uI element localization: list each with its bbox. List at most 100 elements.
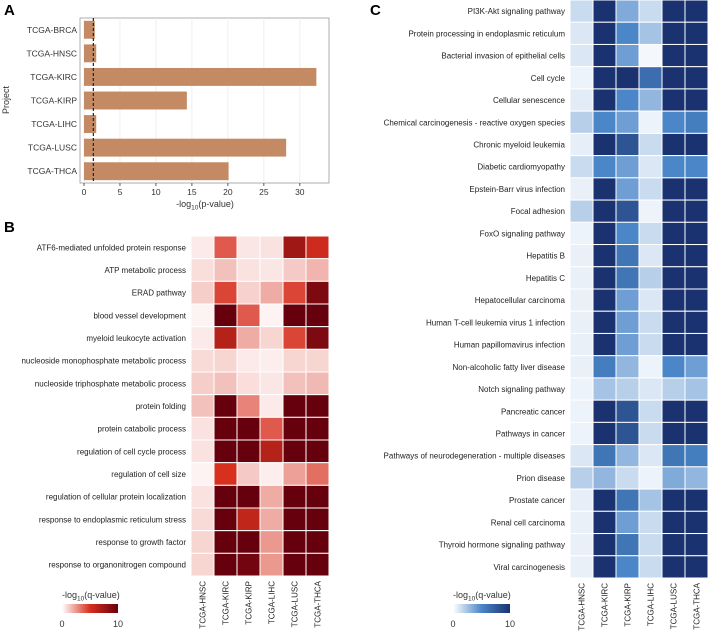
heatmap-cell [661, 488, 686, 512]
heatmap-cell [592, 21, 617, 45]
heatmap-cell [592, 132, 617, 157]
heatmap-cell [661, 199, 686, 223]
heatmap-cell [190, 507, 215, 532]
heatmap-cell [661, 555, 686, 579]
heatmap-cell [282, 394, 307, 418]
heatmap-cell [190, 235, 215, 260]
heatmap-cell [592, 0, 617, 23]
heatmap-cell [259, 326, 284, 350]
heatmap-cell [569, 43, 594, 68]
heatmap-cell [569, 399, 594, 423]
heatmap-cell [569, 266, 594, 290]
heatmap-cell [638, 555, 663, 579]
heatmap-cell [190, 371, 215, 396]
heatmap-cell [282, 348, 307, 373]
heatmap-cell [592, 310, 617, 334]
heatmap-cell [661, 221, 686, 246]
row-label: nucleoside monophosphate metabolic proce… [21, 357, 186, 366]
heatmap-cell [569, 110, 594, 134]
column-label: TCGA-LIHC [647, 583, 656, 626]
heatmap-cell [259, 484, 284, 509]
heatmap-cell [569, 155, 594, 179]
legend-title-rest-b: (q-value) [84, 590, 120, 600]
column-label: TCGA-THCA [693, 582, 702, 629]
heatmap-cell [684, 355, 708, 379]
heatmap-cell [661, 510, 686, 535]
legend-title-main-b: -log [62, 590, 77, 600]
heatmap-cell [638, 332, 663, 357]
heatmap-cell [661, 444, 686, 468]
heatmap-cell [305, 280, 330, 305]
heatmap-cell [684, 0, 708, 23]
heatmap-c: PI3K-Akt signaling pathway Protein proces… [384, 0, 708, 631]
heatmap-cell [259, 416, 284, 441]
heatmap-cell [615, 421, 640, 446]
heatmap-cell [661, 377, 686, 401]
heatmap-cell [282, 303, 307, 328]
legend-max-c: 10 [505, 619, 515, 629]
heatmap-cell [661, 66, 686, 90]
heatmap-cell [213, 552, 238, 577]
heatmap-cell [661, 155, 686, 179]
heatmap-cell [615, 488, 640, 512]
heatmap-cell [684, 399, 708, 423]
legend-title-rest-c: (q-value) [475, 590, 511, 600]
heatmap-cell [259, 530, 284, 554]
heatmap-cell [569, 88, 594, 112]
row-label: Prion disease [517, 474, 566, 483]
column-label: TCGA-THCA [314, 580, 323, 627]
heatmap-cell [236, 235, 261, 260]
heatmap-cell [684, 132, 708, 157]
column-label: TCGA-HNSC [199, 581, 208, 629]
heatmap-cell [661, 43, 686, 68]
heatmap-cell [684, 488, 708, 512]
row-label: Diabetic cardiomyopathy [477, 163, 565, 172]
heatmap-cell [638, 399, 663, 423]
heatmap-cell [213, 303, 238, 328]
heatmap-cell [259, 394, 284, 418]
heatmap-cell [305, 530, 330, 554]
legend-min-c: 0 [450, 619, 455, 629]
heatmap-cell [305, 371, 330, 396]
heatmap-cell [259, 348, 284, 373]
column-label: TCGA-LIHC [268, 581, 277, 624]
heatmap-cell [569, 199, 594, 223]
row-label: response to organonitrogen compound [49, 561, 186, 570]
column-label: TCGA-KIRP [624, 583, 633, 627]
heatmap-cell [236, 394, 261, 418]
heatmap-cell [592, 66, 617, 90]
heatmap-cell [615, 66, 640, 90]
heatmap-cell [569, 21, 594, 45]
heatmap-cell [282, 507, 307, 532]
bar [84, 20, 95, 39]
panel-label-b: B [4, 219, 15, 236]
row-label: Thyroid hormone signaling pathway [439, 541, 565, 550]
heatmap-cell [236, 507, 261, 532]
heatmap-cell [661, 110, 686, 134]
heatmap-cell [684, 377, 708, 401]
heatmap-cell [305, 462, 330, 486]
heatmap-cell [684, 155, 708, 179]
heatmap-cell [661, 332, 686, 357]
heatmap-cell [305, 348, 330, 373]
bar [84, 91, 187, 110]
heatmap-cell [661, 21, 686, 45]
row-label: protein folding [136, 402, 186, 411]
heatmap-cell [259, 552, 284, 577]
row-label: regulation of cell size [111, 470, 186, 479]
heatmap-cell [190, 484, 215, 509]
heatmap-cell [305, 416, 330, 441]
row-label: ERAD pathway [132, 289, 186, 298]
y-tick-label: TCGA-KIRP [31, 96, 78, 106]
heatmap-cell [592, 399, 617, 423]
heatmap-cell [592, 466, 617, 490]
legend-colorbar-b [62, 604, 118, 613]
heatmap-cell [569, 533, 594, 557]
x-axis-title-rest: (p-value) [198, 199, 234, 209]
y-tick-label: TCGA-LUSC [28, 143, 77, 153]
heatmap-cell [236, 416, 261, 441]
heatmap-cell [638, 288, 663, 312]
heatmap-cell [305, 484, 330, 509]
bar [84, 44, 97, 63]
heatmap-cell [684, 266, 708, 290]
